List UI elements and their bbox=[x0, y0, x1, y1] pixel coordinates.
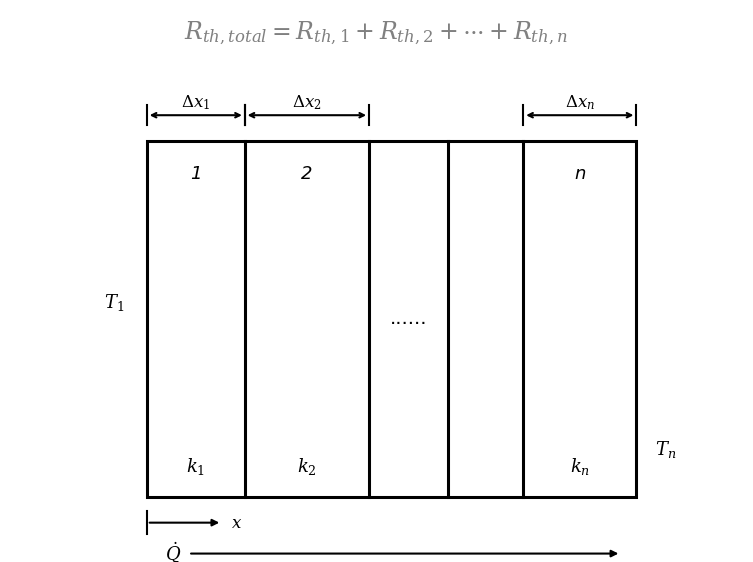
Text: 1: 1 bbox=[190, 165, 202, 183]
Text: $R_{th,total} = R_{th,1} + R_{th,2} + \cdots + R_{th,n}$: $R_{th,total} = R_{th,1} + R_{th,2} + \c… bbox=[184, 20, 569, 47]
Text: $\Delta x_1$: $\Delta x_1$ bbox=[181, 94, 210, 112]
Bar bbox=[147, 140, 636, 497]
Text: $T_1$: $T_1$ bbox=[104, 292, 124, 312]
Text: $x$: $x$ bbox=[231, 514, 242, 532]
Text: ......: ...... bbox=[390, 310, 427, 328]
Text: 2: 2 bbox=[301, 165, 312, 183]
Text: n: n bbox=[574, 165, 586, 183]
Text: $k_2$: $k_2$ bbox=[297, 456, 317, 477]
Text: $\Delta x_n$: $\Delta x_n$ bbox=[565, 94, 595, 112]
Text: $k_1$: $k_1$ bbox=[186, 456, 206, 477]
Text: $k_n$: $k_n$ bbox=[570, 456, 590, 477]
Text: $\Delta x_2$: $\Delta x_2$ bbox=[292, 94, 322, 112]
Text: $\dot{Q}$: $\dot{Q}$ bbox=[165, 541, 181, 562]
Text: $T_n$: $T_n$ bbox=[655, 439, 676, 460]
